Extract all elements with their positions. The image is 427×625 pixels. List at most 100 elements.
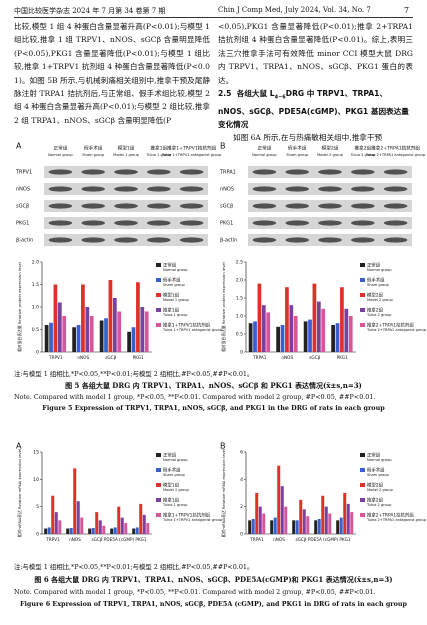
y-tick-label: 2.0 [236, 278, 243, 284]
bar [80, 517, 84, 534]
legend-swatch [360, 498, 365, 502]
blot-band [48, 237, 73, 243]
bar [276, 326, 280, 352]
bar [306, 516, 310, 534]
legend-swatch [156, 323, 161, 327]
legend-swatch [156, 468, 161, 472]
blot-band [81, 220, 106, 226]
bar [255, 493, 259, 534]
legend-label: 推拿1组 [163, 307, 180, 314]
bar [328, 513, 332, 534]
lane-label: 假手术组 [84, 145, 103, 152]
legend-label: 模型2组 [367, 482, 384, 489]
bar [76, 501, 80, 534]
legend-label-en: Model 2 group [367, 298, 394, 302]
bar [58, 520, 62, 534]
x-tick-label: PKG1 [135, 537, 147, 542]
legend-label-en: Normal group [367, 458, 392, 462]
blot-row-label: sGCβ [16, 204, 29, 210]
legend-label-en: Tuina 1+TRPV1 antagonist group [162, 328, 223, 332]
bar [44, 325, 49, 352]
legend-label: 推拿2+TRPA1拮抗剂组 [367, 322, 414, 329]
y-tick-label: 1.5 [32, 282, 39, 288]
blot-row-label: nNOS [220, 187, 234, 193]
legend-swatch [360, 483, 365, 487]
bar [89, 316, 94, 352]
y-tick-label: 2.0 [32, 260, 39, 266]
blot-band [48, 186, 73, 192]
blot-row-label: β-actin [16, 238, 33, 244]
journal-header-en: Chin J Comp Med, July 2024, Vol. 34, No.… [218, 6, 371, 14]
bar [91, 527, 95, 534]
blot-band [252, 237, 277, 243]
right-column: <0.05),PKG1 含量显著降低(P<0.01);推拿 2+TRPA1 拮抗… [218, 20, 413, 144]
blot-band [318, 186, 342, 192]
legend-swatch [360, 263, 365, 267]
bar [72, 327, 76, 352]
legend-label: 模型1组 [163, 482, 180, 489]
bar [346, 503, 350, 534]
legend-swatch [156, 293, 161, 297]
blot-band [383, 169, 408, 175]
legend-label: 假手术组 [367, 277, 385, 284]
y-tick-label: 0 [240, 350, 243, 356]
lane-label: 正常组 [258, 145, 272, 152]
legend-label-en: Tuina 1+TRPV1 antagonist group [162, 518, 223, 522]
bar [277, 465, 281, 534]
legend-swatch [360, 323, 365, 327]
bar [348, 316, 353, 352]
legend-label-en: Tuina 1 group [162, 313, 188, 317]
bar [253, 321, 257, 352]
y-tick-label: 15 [33, 450, 39, 456]
bar [317, 518, 321, 534]
legend-label: 正常组 [367, 262, 381, 269]
blot-band [350, 237, 375, 243]
bar [99, 320, 104, 352]
legend-label-en: Tuina 2+TRPA1 antagonist group [366, 518, 427, 522]
blot-band [179, 237, 204, 243]
bar [136, 282, 140, 352]
legend-label: 推拿1组 [163, 497, 180, 504]
x-tick-label: nNOS [281, 355, 293, 360]
legend-label: 模型2组 [367, 292, 384, 299]
blot-band [318, 169, 342, 175]
blot-band [146, 169, 171, 175]
bar [113, 527, 117, 534]
blot-row-label: nNOS [16, 187, 30, 193]
x-tick-label: nNOS [69, 537, 81, 542]
blot-band [383, 220, 408, 226]
blot-band [179, 186, 204, 192]
bar [261, 305, 266, 352]
y-tick-label: 0.5 [32, 327, 39, 333]
bar [117, 506, 121, 534]
bar [285, 287, 289, 352]
blot-band [285, 186, 310, 192]
bar [76, 325, 81, 352]
lane-label: 模型2组 [322, 145, 339, 152]
blot-band [114, 169, 138, 175]
blot-band [350, 186, 375, 192]
blot-band [179, 169, 204, 175]
x-tick-label: PKG1 [133, 355, 145, 360]
bar [51, 495, 55, 534]
bar [117, 311, 122, 352]
legend-label-en: Model 2 group [367, 488, 394, 492]
y-axis-label: 相对蛋白表达量 Relative protein expression leve… [17, 262, 22, 352]
legend-swatch [360, 293, 365, 297]
bar [127, 331, 131, 352]
bar [110, 528, 114, 534]
bar [340, 287, 344, 352]
bar [54, 512, 58, 534]
figure-caption-en: Figure 5 Expression of TRPV1, TRPA1, nNO… [42, 404, 385, 412]
legend-swatch [360, 308, 365, 312]
panel-label: B [220, 142, 226, 151]
bar [81, 284, 85, 352]
x-tick-label: nNOS [77, 355, 89, 360]
legend-swatch [156, 263, 161, 267]
x-tick-label: TRPV1 [45, 537, 60, 542]
lane-label-en: Normal group [252, 153, 277, 157]
bar [146, 523, 150, 534]
x-tick-label: nNOS [273, 537, 285, 542]
bar [284, 506, 288, 534]
